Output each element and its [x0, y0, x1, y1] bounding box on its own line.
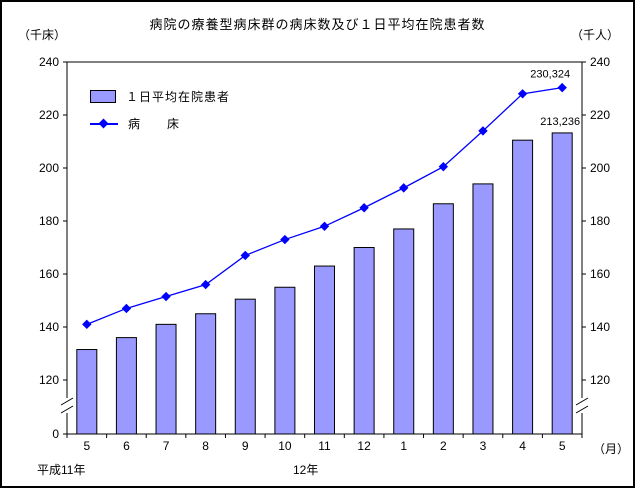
month-tick-label: 5 [83, 439, 90, 453]
axis-break-slash [575, 397, 589, 406]
left-axis-tick-label: 140 [39, 320, 59, 334]
left-axis-tick-label: 180 [39, 214, 59, 228]
diamond-marker [280, 234, 290, 245]
diamond-marker [517, 89, 528, 99]
left-axis-tick-label: 160 [39, 267, 59, 281]
month-tick-label: 10 [278, 439, 292, 453]
patients-bar [432, 203, 454, 435]
diamond-marker [161, 291, 171, 302]
month-tick-label: 1 [400, 439, 407, 453]
year-label-heisei11: 平成11年 [37, 463, 86, 477]
axis-break-slash [60, 397, 74, 406]
x-axis-unit-label: （月） [593, 442, 630, 456]
diamond-marker [399, 183, 409, 193]
diamond-marker-icon [98, 118, 109, 128]
month-tick-label: 4 [519, 439, 526, 453]
line-swatch-icon [90, 117, 118, 130]
axis-break-gap [63, 398, 71, 413]
right-axis-tick-label: 180 [590, 214, 610, 228]
legend-item-patients: １日平均在院患者 [90, 86, 230, 106]
patients-bar [195, 313, 217, 435]
year-label-12: 12年 [293, 463, 319, 477]
patients-bar [472, 183, 494, 435]
right-axis-unit-label: （千人） [570, 28, 619, 42]
legend-item-beds: 病 床 [90, 113, 230, 133]
beds-final-value-label: 230,324 [530, 69, 570, 81]
patients-bar [115, 337, 137, 435]
left-axis-unit-label: （千床） [18, 28, 67, 42]
month-tick-label: 9 [242, 439, 249, 453]
month-tick-label: 11 [318, 439, 331, 453]
patients-bar [551, 132, 573, 435]
month-tick-label: 7 [163, 439, 170, 453]
patients-bar [155, 323, 177, 435]
left-axis-tick-label: 240 [39, 55, 59, 69]
diamond-marker [121, 303, 132, 314]
diamond-marker [200, 279, 211, 290]
diamond-marker [82, 319, 92, 330]
month-tick-label: 2 [440, 439, 447, 453]
left-axis-tick-label: 220 [39, 108, 59, 122]
bar-swatch-icon [90, 89, 116, 103]
right-axis-tick-label: 240 [590, 55, 610, 69]
axis-break-slash [575, 405, 589, 414]
diamond-marker [438, 161, 449, 172]
legend-label-patients: １日平均在院患者 [126, 89, 231, 104]
axis-break-gap [578, 398, 586, 413]
patients-bar [234, 298, 256, 435]
diamond-marker [359, 203, 369, 213]
month-tick-label: 5 [559, 439, 566, 453]
patients-bar [512, 139, 534, 435]
patients-final-value-label: 213,236 [540, 116, 580, 128]
month-tick-label: 12 [357, 439, 371, 453]
diamond-marker [478, 126, 488, 136]
right-axis-tick-label: 220 [590, 108, 610, 122]
month-tick-label: 6 [123, 439, 130, 453]
patients-bar [76, 349, 98, 435]
chart-title: 病院の療養型病床群の病床数及び１日平均在院患者数 [149, 17, 486, 32]
right-axis-tick-label: 140 [590, 320, 610, 334]
legend-label-beds: 病 床 [128, 116, 181, 131]
legend: １日平均在院患者 病 床 [90, 86, 230, 140]
patients-bar [274, 286, 296, 435]
patients-bar [393, 228, 415, 435]
left-axis-tick-label: 120 [39, 373, 59, 387]
right-axis-tick-label: 120 [590, 373, 610, 387]
right-axis-tick-label: 160 [590, 267, 610, 281]
diamond-marker [557, 82, 567, 93]
diamond-marker [319, 221, 330, 232]
left-axis-tick-label: 200 [39, 161, 59, 175]
diamond-marker [240, 250, 250, 261]
patients-bar [314, 265, 335, 435]
right-axis-tick-label: 200 [590, 161, 610, 175]
axis-break-slash [60, 405, 74, 414]
patients-bar [353, 247, 375, 435]
month-tick-label: 3 [480, 439, 487, 453]
left-axis-zero-label: 0 [52, 427, 59, 441]
month-tick-label: 8 [202, 439, 209, 453]
